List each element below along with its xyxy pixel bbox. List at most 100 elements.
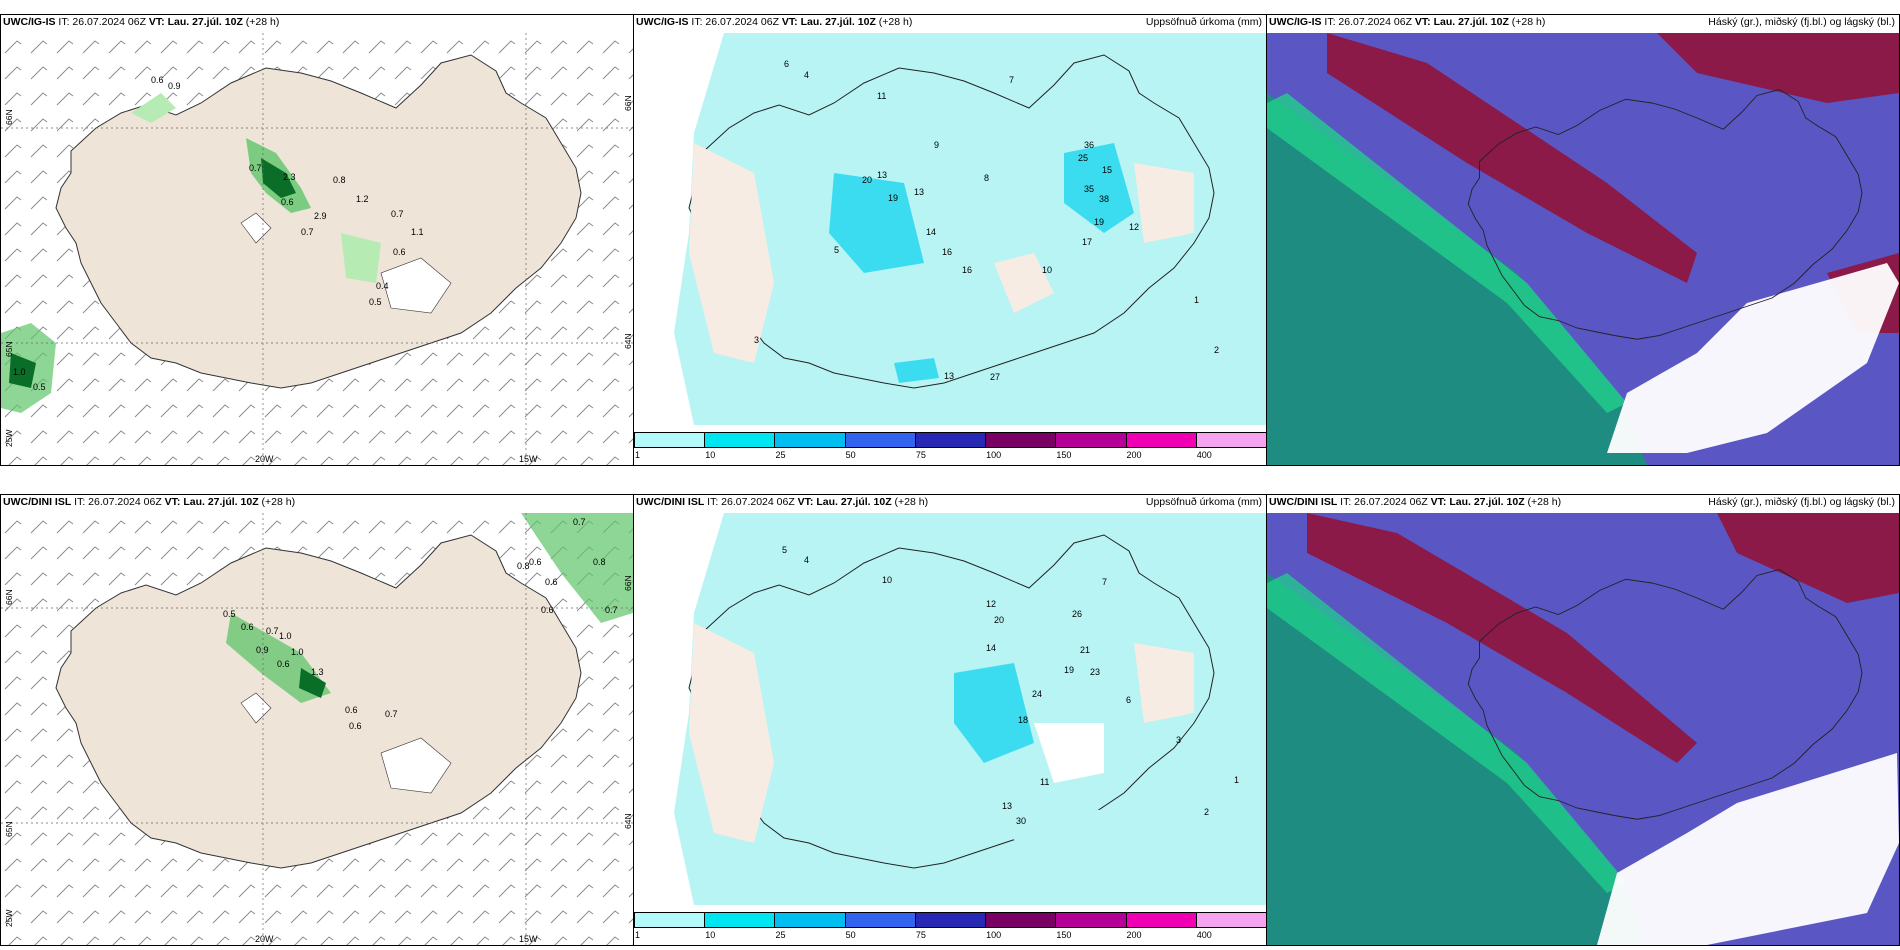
value-label: 16 — [942, 247, 953, 257]
scale-swatch — [634, 912, 706, 928]
value-label: 30 — [1016, 816, 1027, 826]
scale-swatch — [914, 432, 987, 448]
value-label: 19 — [1094, 217, 1105, 227]
value-label: 14 — [926, 227, 937, 237]
scale-label: 1 — [635, 450, 641, 460]
scale-label: 150 — [1056, 450, 1072, 460]
value-label: 5 — [782, 545, 788, 555]
field-label: Uppsöfnuð úrkoma (mm) — [1145, 16, 1262, 28]
value-label: 0.6 — [281, 197, 294, 207]
value-label: 2.9 — [314, 211, 327, 221]
value-label: 0.6 — [541, 605, 554, 615]
value-label: 17 — [1082, 237, 1093, 247]
value-label: 0.5 — [369, 297, 382, 307]
lon-label: 15W — [519, 934, 538, 944]
panel-bottom-right-cloud-cover: UWC/DINI ISL IT: 26.07.2024 06Z VT: Lau.… — [1266, 494, 1900, 946]
scale-label: 100 — [986, 930, 1002, 940]
value-label: 9 — [934, 140, 940, 150]
panel-title: UWC/DINI ISL IT: 26.07.2024 06Z VT: Lau.… — [636, 496, 929, 508]
value-label: 0.9 — [168, 81, 181, 91]
value-label: 1.0 — [291, 647, 304, 657]
scale-swatch — [985, 912, 1057, 928]
precip-wind-map — [1, 513, 633, 945]
value-label: 18 — [1018, 715, 1029, 725]
value-label: 0.7 — [573, 517, 586, 527]
value-label: 6 — [1126, 695, 1132, 705]
value-label: 0.7 — [385, 709, 398, 719]
panel-bottom-left-precip-wind: UWC/DINI ISL IT: 26.07.2024 06Z VT: Lau.… — [0, 494, 634, 946]
accumulated-precip-map — [634, 33, 1266, 425]
value-label: 15 — [1102, 165, 1113, 175]
value-label: 38 — [1099, 194, 1110, 204]
accumulated-precip-map — [634, 513, 1266, 905]
value-label: 11 — [1040, 777, 1050, 787]
value-label: 13 — [944, 371, 955, 381]
scale-swatch — [844, 912, 916, 928]
scale-label: 100 — [986, 450, 1002, 460]
scale-swatch — [704, 432, 776, 448]
scale-swatch — [914, 912, 987, 928]
value-label: 6 — [784, 59, 790, 69]
panel-title: UWC/DINI ISL IT: 26.07.2024 06Z VT: Lau.… — [1269, 496, 1562, 508]
value-label: 12 — [986, 599, 997, 609]
value-label: 24 — [1032, 689, 1043, 699]
value-label: 13 — [914, 187, 925, 197]
value-label: 0.6 — [349, 721, 362, 731]
value-label: 0.7 — [266, 626, 279, 636]
panel-top-middle-accumulated-precip: UWC/IG-IS IT: 26.07.2024 06Z VT: Lau. 27… — [633, 14, 1267, 466]
lat-label-right: 66N — [623, 95, 633, 111]
value-label: 1.0 — [279, 631, 292, 641]
scale-swatch — [1055, 432, 1127, 448]
scale-label: 400 — [1196, 450, 1212, 460]
scale-swatch — [1125, 912, 1197, 928]
value-label: 13 — [877, 170, 888, 180]
value-label: 0.6 — [529, 557, 542, 567]
lat-label: 65N — [4, 821, 14, 837]
cloud-cover-map — [1267, 513, 1899, 945]
precip-color-scale: 1 10 25 50 75 100 150 200 400 — [634, 432, 1266, 465]
precip-color-scale: 1 10 25 50 75 100 150 200 400 — [634, 912, 1266, 945]
value-label: 8 — [984, 173, 990, 183]
lat-label: 25W — [4, 909, 14, 927]
panel-title: UWC/IG-IS IT: 26.07.2024 06Z VT: Lau. 27… — [3, 16, 280, 28]
value-label: 36 — [1084, 140, 1095, 150]
value-label: 4 — [804, 555, 810, 565]
panel-top-left-precip-wind: UWC/IG-IS IT: 26.07.2024 06Z VT: Lau. 27… — [0, 14, 634, 466]
panel-title: UWC/DINI ISL IT: 26.07.2024 06Z VT: Lau.… — [3, 496, 296, 508]
lat-label: 66N — [4, 589, 14, 605]
panel-top-right-cloud-cover: UWC/IG-IS IT: 26.07.2024 06Z VT: Lau. 27… — [1266, 14, 1900, 466]
value-label: 1.1 — [411, 227, 424, 237]
lon-label: 20W — [255, 934, 274, 944]
value-label: 7 — [1102, 577, 1108, 587]
lat-label-right: 64N — [623, 333, 633, 349]
cloud-cover-map — [1267, 33, 1899, 465]
value-label: 0.6 — [151, 75, 164, 85]
value-label: 0.8 — [517, 561, 530, 571]
value-label: 19 — [1064, 665, 1075, 675]
field-label: Háský (gr.), miðský (fj.bl.) og lágský (… — [1708, 16, 1895, 28]
lat-label: 25W — [4, 429, 14, 447]
value-label: 0.8 — [593, 557, 606, 567]
value-label: 3 — [754, 335, 760, 345]
scale-label: 400 — [1196, 930, 1212, 940]
scale-swatch — [1195, 912, 1266, 928]
panel-title: UWC/IG-IS IT: 26.07.2024 06Z VT: Lau. 27… — [636, 16, 913, 28]
scale-swatch — [844, 432, 916, 448]
value-label: 2 — [1204, 807, 1210, 817]
value-label: 25 — [1078, 153, 1089, 163]
lat-label: 66N — [4, 109, 14, 125]
value-label: 10 — [1042, 265, 1053, 275]
scale-label: 200 — [1126, 930, 1142, 940]
value-label: 4 — [804, 70, 810, 80]
value-label: 2.3 — [283, 172, 296, 182]
lon-label: 15W — [519, 454, 538, 464]
value-label: 1.0 — [13, 367, 26, 377]
scale-label: 150 — [1056, 930, 1072, 940]
scale-swatch — [634, 432, 706, 448]
value-label: 0.6 — [345, 705, 358, 715]
precip-wind-map — [1, 33, 633, 465]
value-label: 7 — [1009, 75, 1015, 85]
lat-label: 65N — [4, 341, 14, 357]
lat-label-right: 64N — [623, 813, 633, 829]
field-label: Uppsöfnuð úrkoma (mm) — [1145, 496, 1262, 508]
